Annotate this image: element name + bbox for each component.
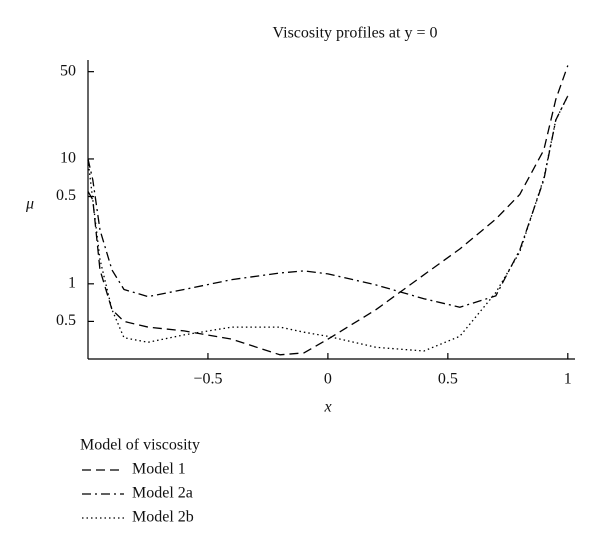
line-series: [87, 95, 569, 308]
y-tick-label: 1: [68, 274, 76, 291]
y-tick-label: 50: [60, 62, 76, 79]
chart-title: Viscosity profiles at y = 0: [273, 25, 438, 42]
legend-label: Model 1: [132, 461, 186, 478]
legend-title: Model of viscosity: [80, 437, 200, 454]
y-tick-label: 10: [60, 150, 76, 167]
x-tick-label: −0.5: [193, 371, 222, 388]
x-tick-label: 0: [324, 371, 332, 388]
x-tick-label: 0.5: [438, 371, 458, 388]
legend-label: Model 2a: [132, 485, 193, 502]
legend-label: Model 2b: [132, 509, 194, 526]
x-axis-label: x: [323, 399, 331, 416]
line-series: [87, 95, 569, 352]
x-tick-label: 1: [564, 371, 572, 388]
y-tick-label: 0.5: [56, 187, 76, 204]
line-series: [87, 65, 569, 356]
y-tick-label: 0.5: [56, 312, 76, 329]
y-axis-label: μ: [25, 196, 34, 213]
